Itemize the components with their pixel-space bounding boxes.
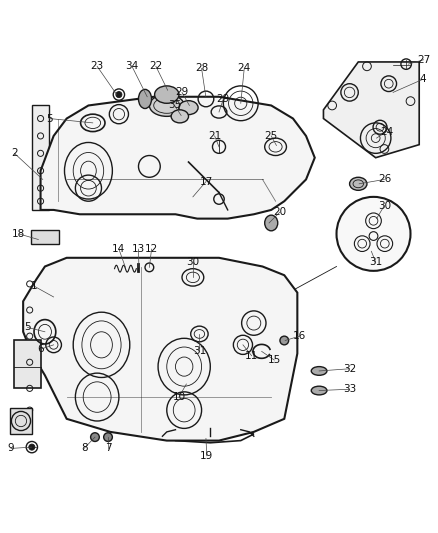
Text: 15: 15 (268, 355, 281, 365)
Text: 11: 11 (245, 351, 258, 361)
Text: 29: 29 (175, 87, 189, 98)
Ellipse shape (350, 177, 367, 190)
Polygon shape (41, 97, 315, 219)
FancyBboxPatch shape (181, 366, 191, 391)
Ellipse shape (265, 215, 278, 231)
Text: 16: 16 (293, 331, 306, 341)
Circle shape (280, 336, 289, 345)
Text: 14: 14 (112, 244, 126, 254)
Ellipse shape (311, 367, 327, 375)
Polygon shape (323, 62, 419, 158)
Text: 22: 22 (149, 61, 162, 71)
Text: 18: 18 (12, 229, 25, 239)
Ellipse shape (155, 86, 179, 103)
Polygon shape (23, 258, 297, 441)
Text: 4: 4 (419, 75, 426, 84)
Circle shape (91, 433, 99, 441)
Text: 5: 5 (24, 322, 31, 333)
Text: 28: 28 (195, 63, 208, 74)
Circle shape (336, 197, 410, 271)
Circle shape (104, 433, 113, 441)
Text: 5: 5 (46, 114, 53, 124)
Text: 17: 17 (199, 176, 212, 187)
FancyBboxPatch shape (31, 230, 59, 244)
Polygon shape (32, 106, 49, 210)
Ellipse shape (138, 90, 152, 109)
Text: 1: 1 (31, 281, 37, 291)
Circle shape (29, 444, 35, 450)
Text: 7: 7 (105, 443, 111, 454)
Text: 31: 31 (369, 257, 382, 267)
Text: 25: 25 (265, 131, 278, 141)
Polygon shape (10, 408, 32, 434)
Ellipse shape (149, 94, 184, 116)
Ellipse shape (171, 110, 188, 123)
Text: 31: 31 (193, 346, 206, 357)
Text: 8: 8 (81, 443, 88, 454)
Text: 26: 26 (378, 174, 391, 184)
Text: 24: 24 (380, 126, 393, 136)
Circle shape (116, 92, 122, 98)
Text: 24: 24 (238, 63, 251, 74)
Text: 32: 32 (343, 364, 356, 374)
Text: 35: 35 (168, 100, 181, 110)
Text: 27: 27 (417, 55, 430, 65)
Text: 12: 12 (145, 244, 158, 254)
Text: 9: 9 (7, 443, 14, 454)
Text: 13: 13 (132, 244, 145, 254)
Polygon shape (14, 341, 41, 389)
Ellipse shape (311, 386, 327, 395)
Text: 33: 33 (343, 384, 356, 394)
Text: 20: 20 (273, 207, 286, 217)
Text: 10: 10 (173, 392, 186, 402)
Text: 29: 29 (217, 94, 230, 104)
Text: 30: 30 (186, 257, 199, 267)
Text: 23: 23 (91, 61, 104, 71)
Text: 6: 6 (37, 344, 44, 354)
Text: 21: 21 (208, 131, 221, 141)
Ellipse shape (179, 101, 198, 115)
Text: 30: 30 (378, 200, 391, 211)
Text: 34: 34 (125, 61, 138, 71)
Text: 19: 19 (200, 451, 213, 461)
Text: 2: 2 (11, 148, 18, 158)
